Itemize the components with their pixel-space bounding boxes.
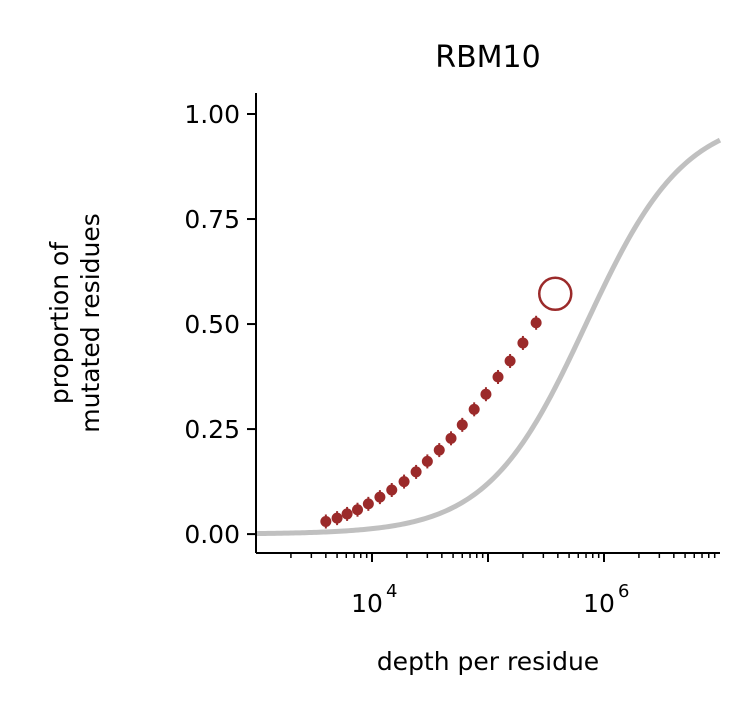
data-point bbox=[517, 337, 529, 349]
y-tick-label: 0.50 bbox=[184, 310, 240, 339]
data-point bbox=[480, 388, 492, 400]
y-axis-label-line-1: proportion of bbox=[45, 241, 74, 404]
y-tick-label: 1.00 bbox=[184, 100, 240, 129]
x-tick-label: 10 bbox=[583, 589, 615, 618]
data-point bbox=[362, 498, 374, 510]
data-points bbox=[320, 276, 573, 529]
data-point bbox=[456, 419, 468, 431]
data-point bbox=[504, 355, 516, 367]
data-point bbox=[352, 504, 364, 516]
data-point bbox=[320, 515, 332, 527]
y-tick-label: 0.25 bbox=[184, 415, 240, 444]
data-point bbox=[331, 512, 343, 524]
y-ticks: 0.00 0.25 0.50 0.75 1.00 bbox=[184, 100, 256, 549]
y-axis-label: proportion of mutated residues bbox=[45, 213, 105, 433]
expected-curve-line bbox=[255, 137, 722, 537]
data-point bbox=[433, 444, 445, 456]
open-circle-point bbox=[538, 276, 573, 312]
data-point bbox=[386, 484, 398, 496]
data-point bbox=[410, 466, 422, 478]
data-point bbox=[341, 508, 353, 520]
x-axis-label: depth per residue bbox=[377, 647, 599, 676]
x-tick-exponent: 6 bbox=[618, 581, 629, 602]
data-point bbox=[374, 491, 386, 503]
data-point bbox=[530, 317, 542, 329]
x-tick-exponent: 4 bbox=[386, 581, 397, 602]
x-ticks: 10 4 10 6 bbox=[290, 553, 716, 618]
data-point bbox=[492, 371, 504, 383]
data-point bbox=[468, 403, 480, 415]
y-axis-label-line-2: mutated residues bbox=[76, 213, 105, 433]
chart-title: RBM10 bbox=[435, 40, 540, 75]
data-point bbox=[421, 455, 433, 467]
data-point bbox=[398, 476, 410, 488]
y-tick-label: 0.75 bbox=[184, 205, 240, 234]
expected-curve bbox=[255, 137, 722, 537]
x-tick-label: 10 bbox=[351, 589, 383, 618]
data-point bbox=[445, 432, 457, 444]
y-tick-label: 0.00 bbox=[184, 520, 240, 549]
